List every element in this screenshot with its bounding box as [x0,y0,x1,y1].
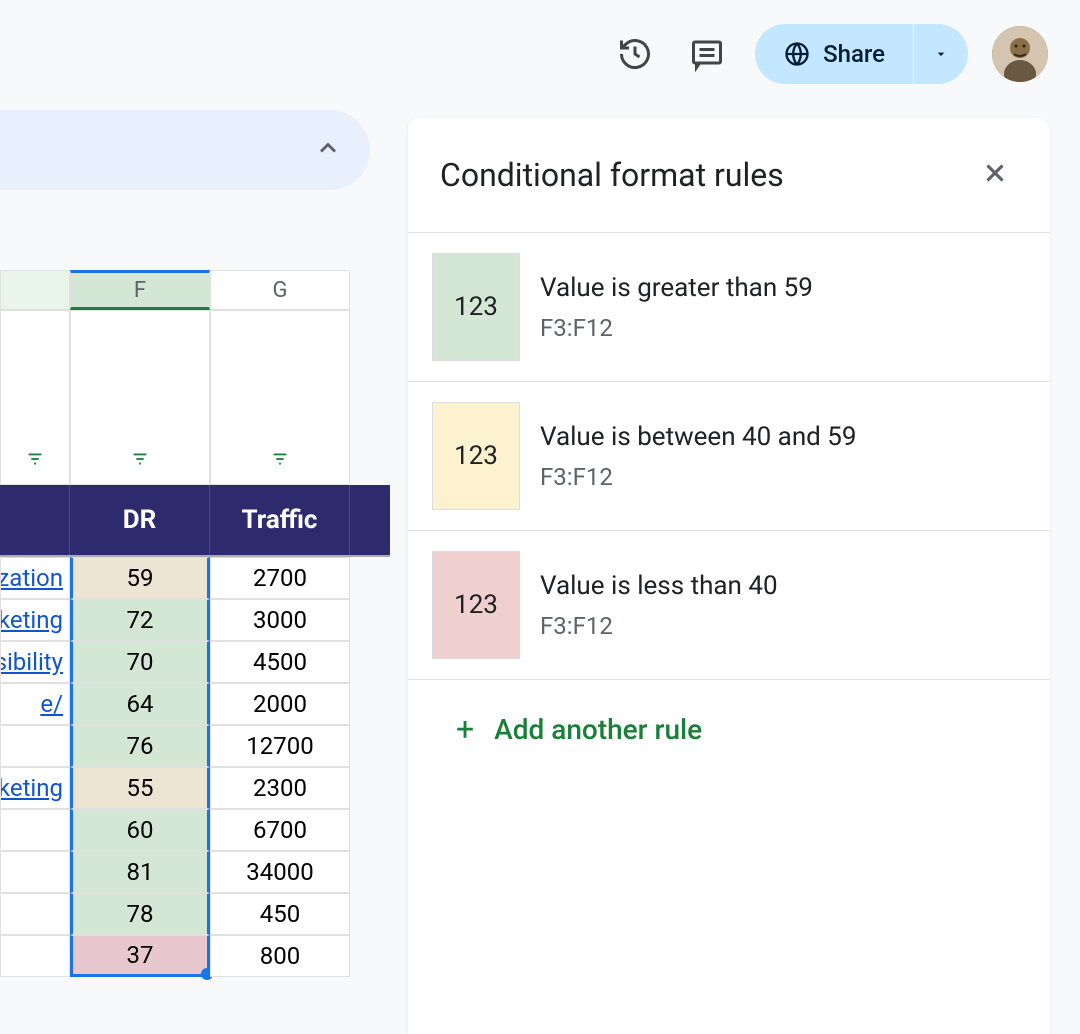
traffic-cell[interactable]: 34000 [210,851,350,893]
traffic-cell[interactable]: 12700 [210,725,350,767]
dr-cell[interactable]: 72 [70,599,210,641]
link-cell[interactable]: keting [0,599,70,641]
table-header-cell[interactable] [0,485,70,555]
link-cell[interactable]: rketing [0,767,70,809]
column-header-F[interactable]: F [70,270,210,310]
share-button-group: Share [755,24,968,84]
rule-swatch: 123 [432,402,520,510]
plus-icon: + [456,710,474,748]
filter-icon[interactable] [269,448,291,474]
link-cell[interactable]: e/ [0,683,70,725]
dr-cell[interactable]: 78 [70,893,210,935]
rule-swatch: 123 [432,551,520,659]
share-button[interactable]: Share [755,24,913,84]
rule-range: F3:F12 [540,612,1026,640]
collapse-formula-button[interactable] [314,134,342,166]
table-row: rketing552300 [0,767,390,809]
share-dropdown-button[interactable] [913,24,968,84]
panel-title: Conditional format rules [440,156,784,194]
dr-cell[interactable]: 37 [70,935,210,977]
link-cell[interactable]: sibility [0,641,70,683]
panel-header: Conditional format rules [408,118,1050,233]
rule-description: Value is less than 40 [540,570,1026,604]
column-headers-row: F G [0,270,390,310]
rule-item[interactable]: 123 Value is less than 40 F3:F12 [408,531,1050,680]
avatar[interactable] [992,26,1048,82]
table-row: 606700 [0,809,390,851]
empty-cell[interactable] [210,310,350,485]
dr-cell[interactable]: 60 [70,809,210,851]
filter-icon[interactable] [129,448,151,474]
table-header-row: DR Traffic [0,485,390,555]
traffic-cell[interactable]: 450 [210,893,350,935]
traffic-cell[interactable]: 4500 [210,641,350,683]
link-cell[interactable]: nization [0,557,70,599]
rule-swatch: 123 [432,253,520,361]
link-cell[interactable] [0,809,70,851]
spreadsheet-grid: F G DR Traffic nization592700keting72300… [0,270,390,977]
table-row: keting723000 [0,599,390,641]
history-icon[interactable] [611,30,659,78]
traffic-cell[interactable]: 2000 [210,683,350,725]
column-header-E[interactable] [0,270,70,310]
data-rows: nization592700keting723000sibility704500… [0,555,390,977]
table-row: nization592700 [0,557,390,599]
table-row: 8134000 [0,851,390,893]
close-panel-button[interactable] [972,150,1018,200]
rule-range: F3:F12 [540,463,1026,491]
traffic-cell[interactable]: 800 [210,935,350,977]
rule-item[interactable]: 123 Value is greater than 59 F3:F12 [408,233,1050,382]
rule-text: Value is greater than 59 F3:F12 [540,272,1026,342]
link-cell[interactable] [0,851,70,893]
filter-icon[interactable] [24,448,46,474]
table-row: 7612700 [0,725,390,767]
dr-cell[interactable]: 81 [70,851,210,893]
rules-list: 123 Value is greater than 59 F3:F12 123 Valu… [408,233,1050,680]
rule-item[interactable]: 123 Value is between 40 and 59 F3:F12 [408,382,1050,531]
formula-bar-area [0,110,370,190]
empty-cell[interactable] [0,310,70,485]
dr-cell[interactable]: 70 [70,641,210,683]
conditional-format-panel: Conditional format rules 123 Value is gre… [408,118,1050,1034]
comments-icon[interactable] [683,30,731,78]
link-cell[interactable] [0,725,70,767]
table-row: 37800 [0,935,390,977]
share-label: Share [823,40,885,68]
empty-row [0,310,390,485]
dr-cell[interactable]: 59 [70,557,210,599]
rule-description: Value is between 40 and 59 [540,421,1026,455]
rule-range: F3:F12 [540,314,1026,342]
rule-description: Value is greater than 59 [540,272,1026,306]
table-header-traffic[interactable]: Traffic [210,485,350,555]
top-toolbar: Share [579,0,1080,108]
dr-cell[interactable]: 64 [70,683,210,725]
traffic-cell[interactable]: 2300 [210,767,350,809]
table-row: 78450 [0,893,390,935]
link-cell[interactable] [0,893,70,935]
add-rule-label: Add another rule [494,713,702,746]
link-cell[interactable] [0,935,70,977]
traffic-cell[interactable]: 2700 [210,557,350,599]
empty-cell[interactable] [70,310,210,485]
traffic-cell[interactable]: 6700 [210,809,350,851]
table-row: sibility704500 [0,641,390,683]
table-header-dr[interactable]: DR [70,485,210,555]
table-row: e/642000 [0,683,390,725]
dr-cell[interactable]: 76 [70,725,210,767]
traffic-cell[interactable]: 3000 [210,599,350,641]
add-rule-button[interactable]: + Add another rule [408,680,1050,778]
rule-text: Value is less than 40 F3:F12 [540,570,1026,640]
column-header-G[interactable]: G [210,270,350,310]
dr-cell[interactable]: 55 [70,767,210,809]
rule-text: Value is between 40 and 59 F3:F12 [540,421,1026,491]
